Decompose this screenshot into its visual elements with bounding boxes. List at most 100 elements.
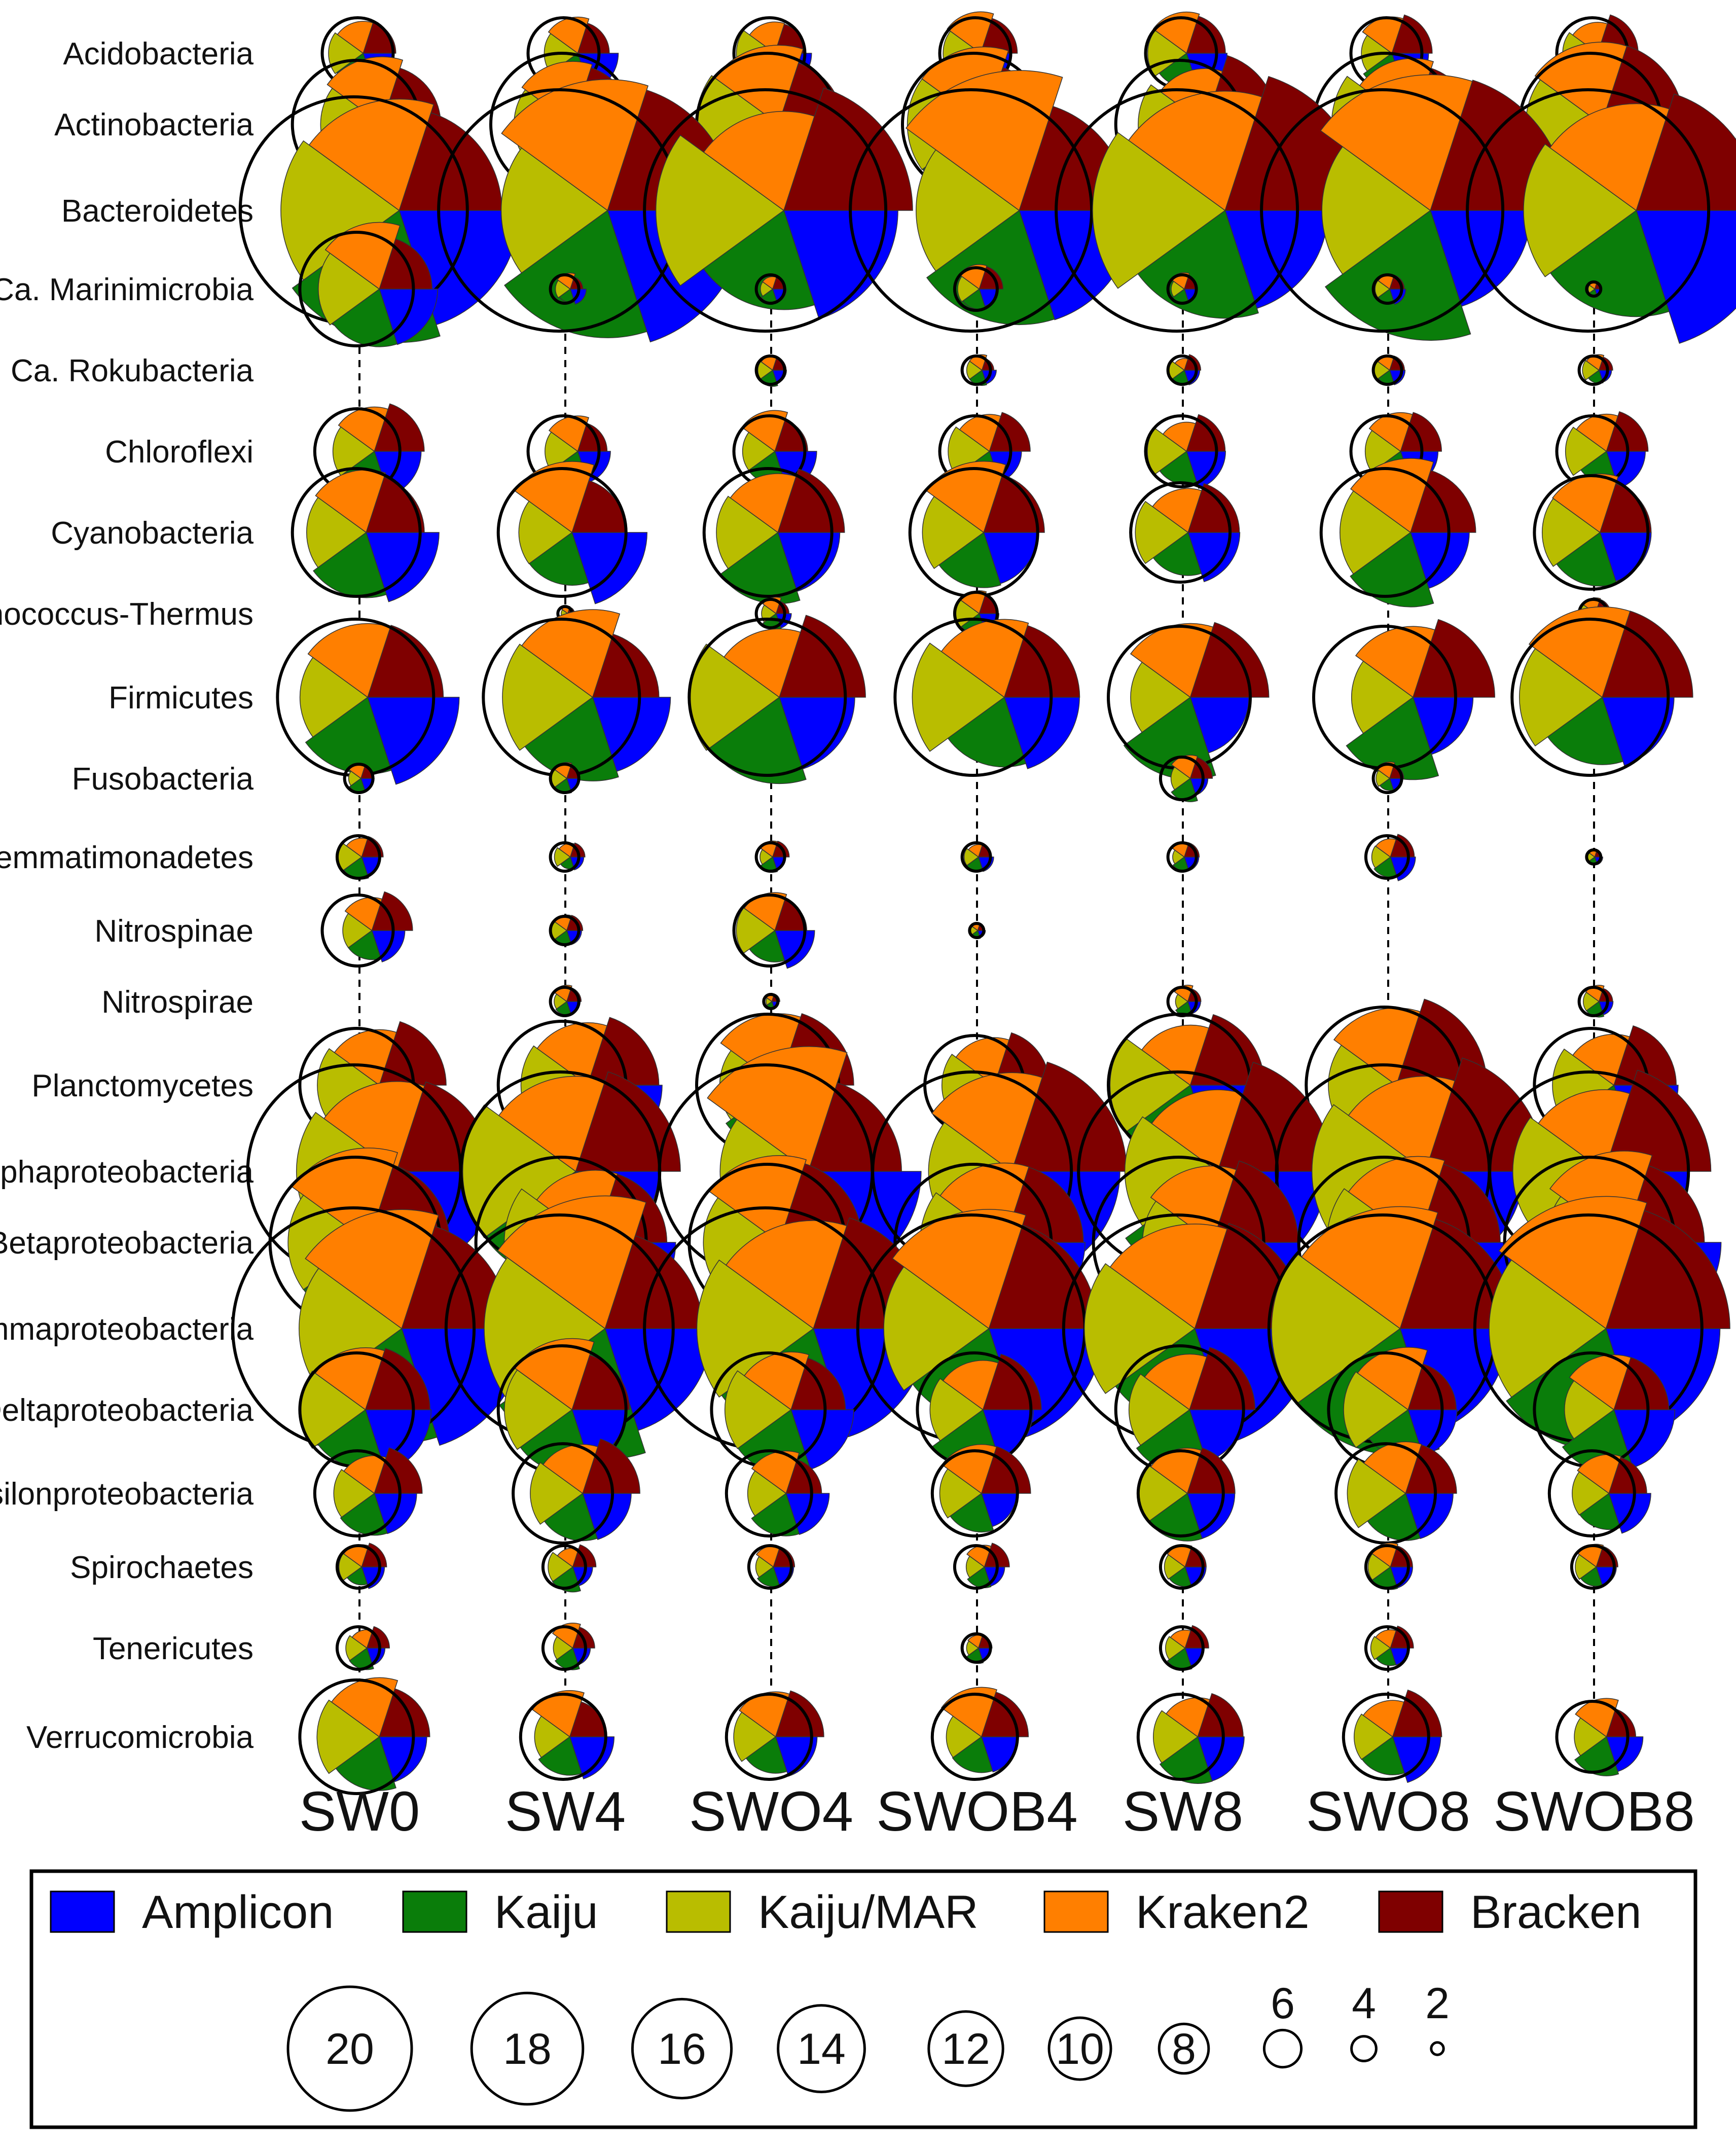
slice-kaiju-mar-gammaproteobacteria-swo4 (696, 1259, 814, 1398)
slice-amplicon-cyanobacteria-sw0 (366, 532, 440, 602)
size-ring-ca-rokubacteria-swob8 (1577, 354, 1609, 386)
slice-kaiju-mar-cyanobacteria-swo8 (1340, 490, 1412, 575)
slice-bracken-nitrospinae-sw0 (371, 891, 413, 931)
slice-kraken2-acidobacteria-sw0 (337, 21, 374, 54)
cell-tenericutes-sw4 (541, 1623, 595, 1671)
size-ring-epsilonproteobacteria-sw8 (1136, 1449, 1225, 1537)
slice-kaiju-epsilonproteobacteria-sw4 (544, 1492, 598, 1542)
legend-swatch-kraken2 (1043, 1890, 1109, 1933)
size-ring-spirochaetes-swob8 (1570, 1544, 1616, 1590)
cell-ca-rokubacteria-swo8 (1371, 354, 1406, 386)
slice-bracken-firmicutes-sw4 (592, 633, 660, 698)
slice-kaiju-mar-gammaproteobacteria-swob8 (1489, 1259, 1607, 1398)
cell-gemmatimonadetes-sw0 (335, 834, 384, 880)
cell-firmicutes-swob8 (1510, 606, 1693, 777)
phylum-label-ca-rokubacteria: Ca. Rokubacteria (11, 353, 254, 388)
legend-size-label-16: 16 (658, 2025, 706, 2073)
phylum-label-nitrospinae: Nitrospinae (94, 914, 254, 949)
size-ring-firmicutes-swo4 (688, 618, 847, 777)
slice-kraken2-epsilonproteobacteria-swob8 (1577, 1454, 1622, 1494)
slice-kaiju-verrucomicrobia-swob4 (952, 1736, 993, 1773)
slice-kraken2-bacteroidetes-swob4 (905, 70, 1063, 211)
cell-firmicutes-swo4 (688, 615, 866, 784)
slice-kraken2-gammaproteobacteria-sw4 (497, 1195, 647, 1330)
cell-ca-marinimicrobia-sw0 (298, 222, 438, 347)
slice-amplicon-bacteroidetes-swob8 (1636, 210, 1736, 344)
slice-amplicon-firmicutes-swo8 (1412, 697, 1474, 755)
slice-kaiju-mar-ca-marinimicrobia-sw0 (318, 253, 380, 326)
legend-label-kaiju: Kaiju (494, 1886, 598, 1938)
slice-bracken-verrucomicrobia-sw0 (379, 1688, 430, 1737)
slice-kaiju-mar-spirochaetes-swob4 (965, 1555, 985, 1579)
cell-fusobacteria-swo8 (1371, 761, 1404, 794)
cell-cyanobacteria-swo8 (1319, 458, 1476, 607)
slice-kaiju-verrucomicrobia-sw8 (1159, 1736, 1213, 1784)
slice-kaiju-mar-bacteroidetes-swo4 (655, 134, 785, 287)
slice-kraken2-planctomycetes-sw8 (1141, 1024, 1210, 1086)
legend-size-circle-4 (1350, 2035, 1378, 2062)
size-ring-gemmatimonadetes-sw4 (549, 841, 581, 873)
cell-ca-marinimicrobia-swob8 (1585, 280, 1603, 298)
cell-firmicutes-swo8 (1312, 619, 1495, 780)
legend-size-circle-6 (1262, 2028, 1303, 2069)
slice-kaiju-mar-bacteroidetes-swo8 (1321, 146, 1431, 275)
cell-nitrospirae-sw4 (549, 985, 582, 1017)
legend-box (29, 1869, 1697, 2129)
slice-kraken2-epsilonproteobacteria-swo4 (751, 1450, 800, 1494)
slice-bracken-firmicutes-swo8 (1412, 619, 1495, 698)
cell-ca-marinimicrobia-sw8 (1166, 272, 1198, 305)
cell-nitrospirae-swob8 (1577, 985, 1614, 1018)
cell-spirochaetes-swob8 (1570, 1544, 1618, 1590)
cell-verrucomicrobia-swob4 (930, 1687, 1029, 1781)
legend-size-circle-8 (1158, 2022, 1210, 2075)
size-ring-bacteroidetes-swo8 (1260, 88, 1505, 333)
slice-kaiju-cyanobacteria-sw4 (528, 531, 589, 586)
cell-verrucomicrobia-sw8 (1136, 1693, 1245, 1784)
slice-bracken-chloroflexi-sw0 (374, 403, 425, 452)
sample-labels: SW0 SW4 SWO4 SWOB4 SW8 SWO8 SWOB8 (299, 1780, 1695, 1843)
cell-chloroflexi-sw8 (1144, 414, 1226, 489)
sample-label-swob8: SWOB8 (1493, 1780, 1694, 1843)
cell-tenericutes-sw8 (1159, 1625, 1209, 1671)
slice-kraken2-epsilonproteobacteria-sw0 (343, 1455, 387, 1494)
slice-kraken2-gemmatimonadetes-swo8 (1375, 838, 1397, 858)
legend-size-label-18: 18 (503, 2025, 552, 2073)
size-ring-tenericutes-sw8 (1159, 1625, 1205, 1671)
slice-kaiju-cyanobacteria-swob4 (938, 531, 1001, 588)
slice-bracken-epsilonproteobacteria-swob4 (981, 1446, 1031, 1494)
size-ring-verrucomicrobia-swo4 (725, 1693, 813, 1781)
sample-label-swo4: SWO4 (689, 1780, 853, 1843)
slice-kaiju-mar-firmicutes-sw8 (1130, 661, 1191, 733)
slice-amplicon-cyanobacteria-swo4 (777, 532, 841, 592)
slice-kaiju-mar-nitrospinae-swo4 (736, 907, 776, 954)
cell-epsilonproteobacteria-swo4 (725, 1449, 830, 1537)
cell-spirochaetes-sw0 (335, 1543, 387, 1590)
slice-kaiju-mar-deltaproteobacteria-sw4 (504, 1369, 573, 1450)
slice-kaiju-epsilonproteobacteria-swo4 (751, 1492, 800, 1536)
cell-fusobacteria-sw8 (1159, 755, 1213, 802)
slice-bracken-deltaproteobacteria-sw4 (571, 1354, 630, 1410)
slice-bracken-epsilonproteobacteria-swob8 (1608, 1457, 1647, 1494)
cell-nitrospinae-sw0 (320, 891, 413, 968)
phylum-label-actinobacteria: Actinobacteria (54, 108, 254, 142)
slice-kraken2-planctomycetes-sw4 (536, 1022, 608, 1086)
slice-kraken2-planctomycetes-swob4 (955, 1037, 1010, 1086)
cell-nitrospinae-sw4 (549, 914, 584, 946)
phylum-label-deinococcus-thermus: Deinococcus-Thermus (0, 597, 254, 632)
legend-size-label-10: 10 (1056, 2025, 1104, 2073)
slice-kaiju-mar-nitrospinae-sw0 (342, 913, 373, 948)
cell-bacteroidetes-swo4 (643, 87, 913, 333)
slice-kraken2-gammaproteobacteria-sw8 (1109, 1224, 1228, 1330)
slice-kaiju-bacteroidetes-swob8 (1549, 209, 1670, 317)
size-ring-ca-rokubacteria-swo4 (754, 354, 786, 386)
slice-kraken2-epsilonproteobacteria-sw4 (542, 1444, 599, 1494)
cell-bacteroidetes-swob8 (1466, 88, 1736, 344)
cell-epsilonproteobacteria-swo8 (1334, 1441, 1457, 1545)
cell-cyanobacteria-swob8 (1533, 473, 1652, 591)
phylum-label-acidobacteria: Acidobacteria (63, 37, 254, 71)
slice-kaiju-mar-chloroflexi-swob8 (1565, 426, 1607, 476)
slice-kaiju-mar-alphaproteobacteria-sw8 (1124, 1116, 1218, 1227)
slice-kraken2-deltaproteobacteria-swob4 (943, 1360, 999, 1411)
legend-size-scale: 20 18 16 14 12 10 8 6 4 2 (286, 1979, 1450, 2112)
size-ring-spirochaetes-sw0 (335, 1544, 381, 1590)
